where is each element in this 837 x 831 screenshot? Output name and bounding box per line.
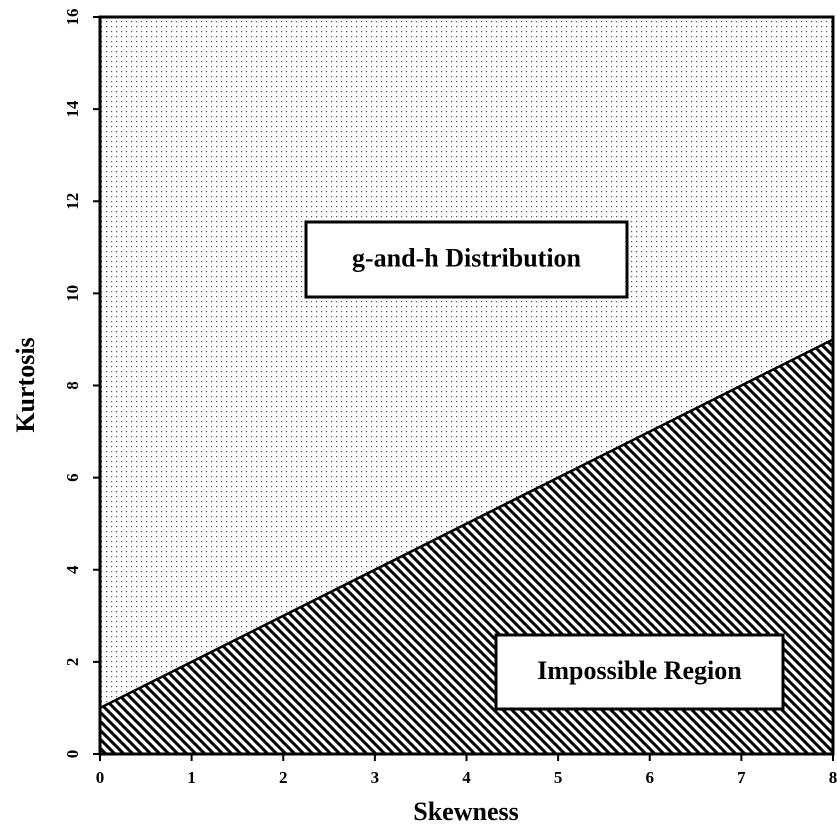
y-tick-label: 12 xyxy=(63,193,82,210)
x-tick-label: 0 xyxy=(96,768,105,787)
annotation-box xyxy=(494,633,785,711)
y-axis-label: Kurtosis xyxy=(11,337,40,432)
x-tick-label: 1 xyxy=(187,768,196,787)
y-tick-label: 10 xyxy=(63,285,82,302)
x-axis-label: Skewness xyxy=(413,797,518,826)
y-tick-label: 14 xyxy=(63,100,82,118)
y-tick-label: 4 xyxy=(63,565,82,574)
annotation-box xyxy=(304,220,629,299)
annotation: g-and-h Distribution xyxy=(352,243,582,272)
x-tick-label: 6 xyxy=(646,768,655,787)
x-tick-label: 7 xyxy=(737,768,746,787)
x-tick-label: 8 xyxy=(829,768,837,787)
y-tick-label: 2 xyxy=(63,658,82,667)
x-tick-label: 4 xyxy=(462,768,471,787)
y-tick-label: 6 xyxy=(63,473,82,482)
x-tick-label: 2 xyxy=(279,768,288,787)
y-tick-label: 8 xyxy=(63,381,82,390)
x-tick-label: 3 xyxy=(371,768,380,787)
boundary-line xyxy=(99,338,834,710)
y-tick-label: 16 xyxy=(63,9,82,26)
x-tick-label: 5 xyxy=(554,768,563,787)
y-tick-label: 0 xyxy=(63,750,82,759)
annotation: Impossible Region xyxy=(537,656,742,685)
